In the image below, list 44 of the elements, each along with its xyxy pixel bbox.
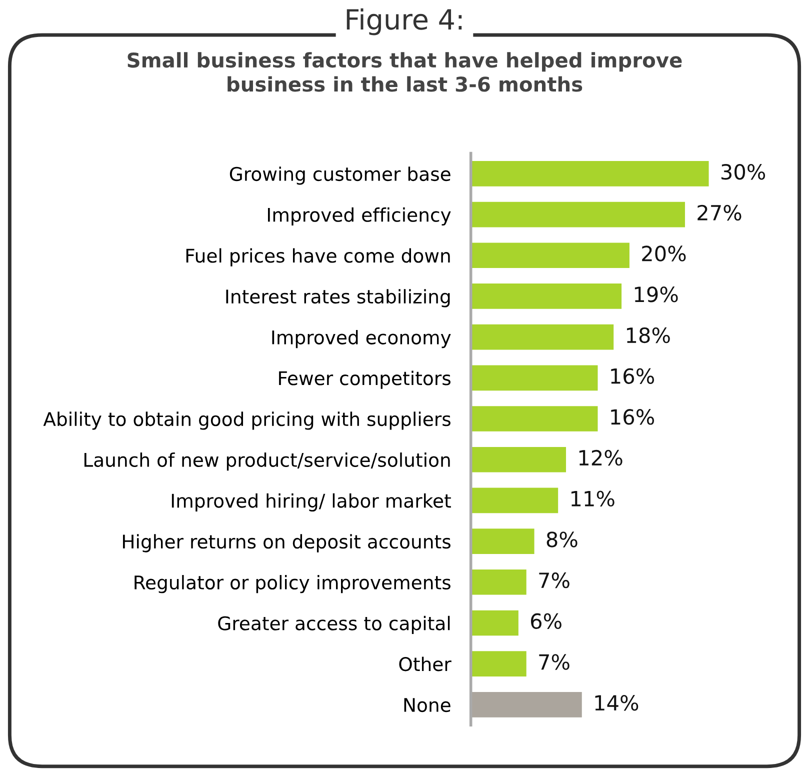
data-label: 6% <box>530 613 562 630</box>
y-tick-label: Improved hiring/ labor market <box>172 493 451 512</box>
bar <box>470 202 685 228</box>
bar <box>470 324 614 350</box>
bar <box>470 651 526 676</box>
bar <box>470 365 598 391</box>
data-label: 16% <box>611 409 654 425</box>
data-label: 7% <box>539 654 570 670</box>
data-label: 8% <box>546 532 578 548</box>
y-tick-label: Regulator or policy improvements <box>134 575 450 594</box>
data-label: 16% <box>611 368 654 384</box>
data-label: 20% <box>642 246 686 262</box>
bar <box>470 406 598 432</box>
data-label: 27% <box>698 204 742 221</box>
y-tick-label: Fuel prices have come down <box>186 248 450 266</box>
bar <box>470 488 558 514</box>
bar <box>470 528 534 554</box>
data-label: 11% <box>571 490 614 506</box>
y-tick-label: Higher returns on deposit accounts <box>123 534 450 552</box>
data-label: 30% <box>721 164 766 180</box>
y-tick-label: Other <box>399 656 452 672</box>
chart-title: Figure 4: <box>346 8 462 36</box>
data-label: 12% <box>579 450 622 466</box>
y-tick-label: Launch of new product/service/solution <box>84 452 450 471</box>
y-tick-label: Improved efficiency <box>268 207 451 226</box>
y-tick-label: Growing customer base <box>230 166 450 185</box>
y-tick-label: Interest rates stabilizing <box>226 289 450 308</box>
data-label: 14% <box>595 694 638 711</box>
bar <box>470 446 566 472</box>
bar <box>470 610 518 636</box>
bar <box>470 692 582 718</box>
bar <box>470 242 630 268</box>
y-tick-label: Greater access to capital <box>218 616 450 634</box>
bar <box>470 284 622 309</box>
data-label: 19% <box>634 286 678 302</box>
bar <box>470 569 526 595</box>
y-tick-label: None <box>404 698 450 712</box>
chart-subtitle: Small business factors that have helped improve business in the last 3-6 months <box>128 52 682 92</box>
y-tick-label: Improved economy <box>272 330 451 348</box>
data-label: 18% <box>627 327 670 344</box>
y-tick-label: Fewer competitors <box>279 370 450 389</box>
bar <box>470 161 709 186</box>
data-label: 7% <box>539 572 570 588</box>
y-tick-label: Ability to obtain good pricing with suppliers <box>43 412 450 430</box>
